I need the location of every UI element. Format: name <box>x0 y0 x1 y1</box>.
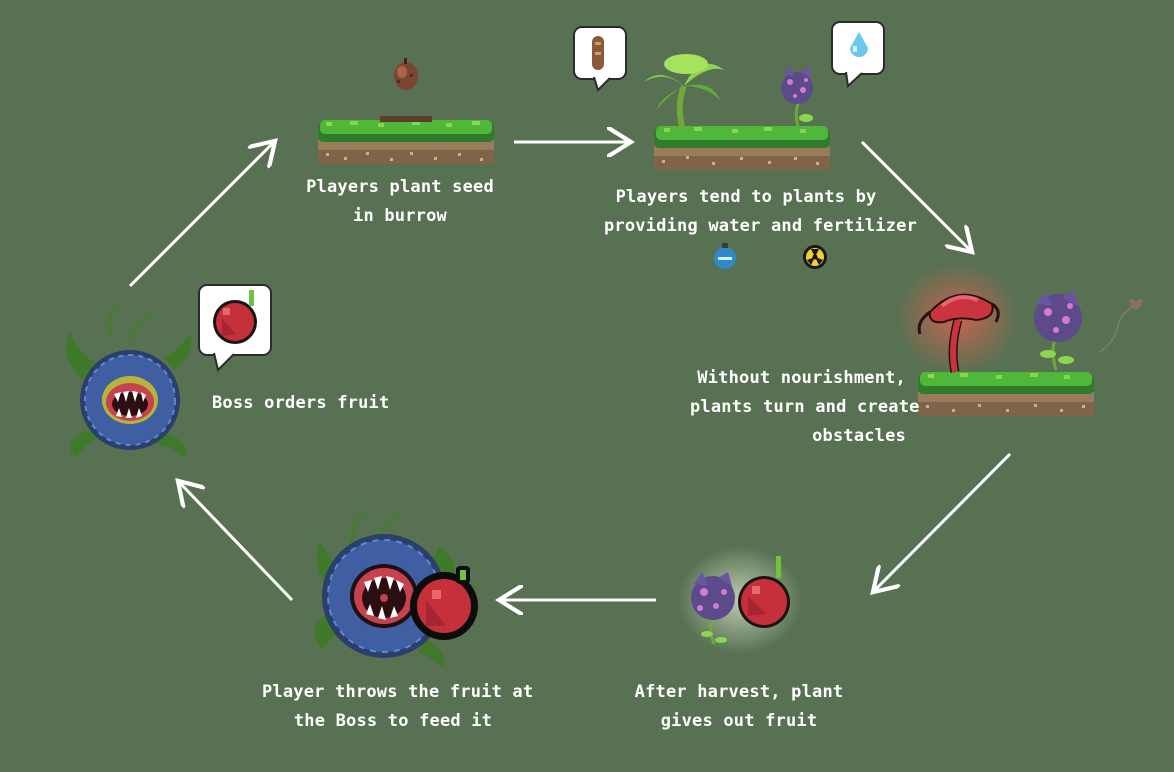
fruit-icon <box>738 556 790 628</box>
arrow-obstacles-to-harvest <box>875 452 1012 590</box>
caption-tend-plants: Players tend to plants by providing wate… <box>604 183 918 241</box>
arrow-tend-to-obstacles <box>860 140 970 250</box>
caption-harvest: After harvest, plant gives out fruit <box>634 678 844 736</box>
worm-bubble <box>573 26 627 92</box>
caption-line: providing water and fertilizer <box>604 216 918 236</box>
feeding-boss-illustration <box>314 510 478 668</box>
boss-plant-icon <box>66 304 192 458</box>
caption-line: in burrow <box>353 206 447 226</box>
caption-no-nourishment: Without nourishment, plants turn and cre… <box>690 364 920 451</box>
heart-icon <box>1129 298 1143 310</box>
arrow-throw-to-boss <box>180 483 294 602</box>
water-bottle-icon <box>714 243 736 269</box>
caption-line: Boss orders fruit <box>212 393 390 413</box>
caption-line: Without nourishment, <box>697 368 906 388</box>
caption-line: obstacles <box>812 426 906 446</box>
caption-line: After harvest, plant <box>634 682 844 702</box>
seed-burrow-illustration <box>318 58 494 164</box>
caption-line: plants turn and create <box>690 397 920 417</box>
boss-orders-illustration <box>66 284 272 458</box>
caption-plant-seed: Players plant seed in burrow <box>300 173 500 231</box>
tend-plants-illustration <box>573 21 885 269</box>
caption-line: Player throws the fruit at <box>262 682 534 702</box>
arrow-boss-to-seed <box>128 143 273 288</box>
water-bubble <box>831 21 885 89</box>
fertilizer-icon <box>803 245 827 269</box>
seed-icon <box>394 58 418 90</box>
cycle-arrows <box>128 140 1012 602</box>
harvest-illustration <box>678 546 802 654</box>
caption-boss-orders: Boss orders fruit <box>212 389 390 418</box>
caption-throw-fruit: Player throws the fruit at the Boss to f… <box>262 678 534 736</box>
caption-line: gives out fruit <box>660 711 818 731</box>
caption-line: Players tend to plants by <box>615 187 877 207</box>
caption-line: Players plant seed <box>306 177 494 197</box>
corrupted-plants-illustration <box>896 262 1143 416</box>
caption-line: the Boss to feed it <box>293 711 493 731</box>
